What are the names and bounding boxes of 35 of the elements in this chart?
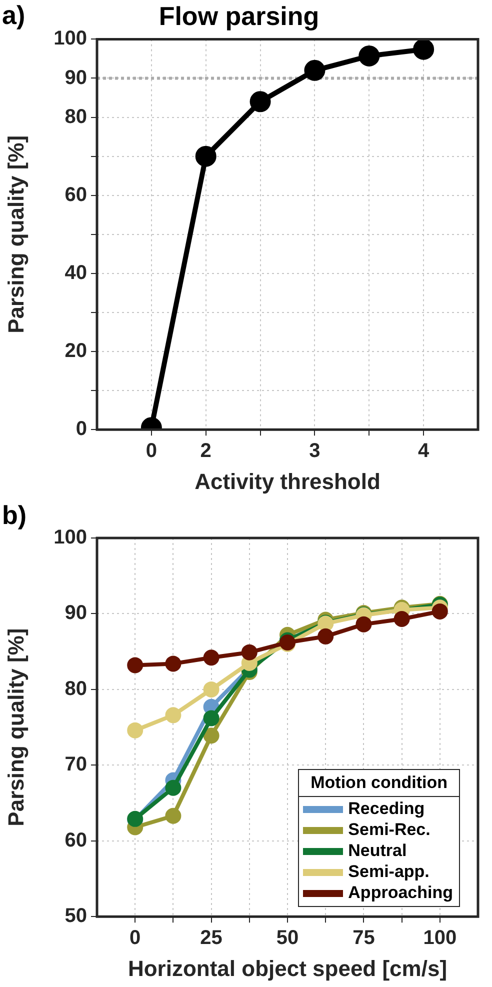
y-tick-label: 0	[76, 418, 87, 440]
y-tick-label: 100	[54, 526, 87, 549]
x-axis-title: Horizontal object speed [cm/s]	[128, 956, 448, 981]
x-tick-label: 25	[200, 927, 222, 950]
text: b)	[2, 500, 27, 530]
legend-label: Neutral	[348, 841, 407, 862]
y-tick-label: 80	[64, 678, 87, 700]
legend-title: Motion condition	[299, 770, 459, 797]
y-tick-label: 60	[64, 829, 87, 852]
x-tick-label: 4	[418, 440, 430, 462]
legend-label: Semi-Rec.	[348, 820, 430, 840]
x-tick-label: 3	[309, 440, 320, 462]
legend-label: Approaching	[348, 883, 453, 904]
chart-title: Flow parsing	[158, 0, 320, 31]
y-tick-label: 100	[54, 28, 87, 50]
legend-label: Receding	[348, 799, 425, 820]
y-tick-label: 80	[64, 106, 87, 128]
y-tick-label: 20	[64, 340, 87, 362]
y-tick-label: 90	[64, 602, 87, 624]
x-tick-label: 2	[200, 440, 212, 462]
x-tick-label: 0	[146, 440, 157, 462]
x-tick-label: 0	[130, 927, 141, 950]
y-tick-label: 40	[64, 262, 87, 284]
legend-label: Semi-app.	[348, 862, 430, 882]
x-tick-label: 100	[423, 927, 457, 950]
y-axis-title: Parsing quality [%]	[3, 135, 28, 334]
y-axis-title: Parsing quality [%]	[3, 628, 28, 826]
y-tick-label: 50	[64, 905, 87, 928]
x-tick-label: 75	[352, 927, 375, 950]
y-tick-label: 90	[64, 66, 87, 89]
text: a)	[2, 0, 26, 30]
x-tick-label: 50	[276, 927, 299, 950]
y-tick-label: 60	[64, 184, 87, 206]
x-axis-title: Activity threshold	[194, 468, 380, 494]
y-tick-label: 70	[64, 754, 87, 776]
